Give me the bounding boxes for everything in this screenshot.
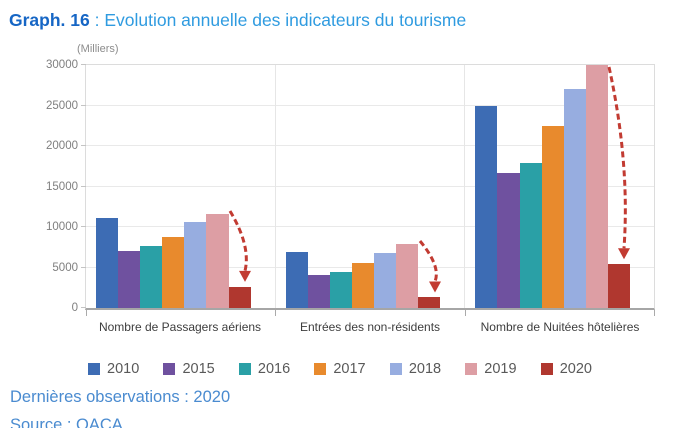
y-axis-tick-label: 30000 (46, 59, 78, 71)
bar-group-1 (276, 65, 466, 308)
legend-item-2015: 2015 (163, 361, 215, 377)
bar-2015 (497, 172, 520, 308)
legend-swatch-2015 (163, 363, 176, 375)
x-axis-tick (275, 310, 277, 316)
y-axis-unit-label: (Milliers) (77, 43, 119, 55)
x-axis-category-labels: Nombre de Passagers aériens Entrées des n… (85, 320, 655, 334)
bar-2010 (475, 105, 498, 308)
x-axis-category-label: Entrées des non-résidents (299, 320, 441, 334)
gridline (86, 226, 654, 228)
plot-area: 0 5000 10000 15000 20000 25000 30000 (46, 59, 655, 316)
bar-2018 (184, 222, 207, 308)
y-axis-tick (81, 64, 86, 65)
bar-groups (86, 65, 654, 308)
bar-2018 (374, 252, 397, 308)
bar-2016 (519, 163, 542, 308)
legend-swatch-2020 (540, 363, 553, 375)
bar-2016 (140, 245, 163, 308)
legend-item-2020: 2020 (540, 361, 592, 377)
decline-arrow-icon (228, 210, 251, 282)
y-axis-tick (81, 104, 86, 106)
legend-swatch-2017 (314, 363, 327, 375)
legend-swatch-2016 (238, 363, 251, 375)
chart-title-number: Graph. 16 (9, 10, 90, 30)
legend-item-2019: 2019 (465, 361, 517, 377)
legend-item-2018: 2018 (389, 361, 442, 377)
decline-arrow-icon (607, 66, 631, 260)
bar-2017 (162, 236, 185, 308)
bar-2016 (329, 272, 352, 308)
legend-year-label: 2020 (559, 361, 592, 377)
bar-2018 (563, 88, 586, 308)
bar-2019 (585, 65, 608, 308)
x-axis-tick (464, 310, 466, 316)
bar-2020 (228, 286, 251, 308)
bar-2019 (206, 214, 229, 308)
chart-title-text: : Evolution annuelle des indicateurs du … (89, 10, 467, 30)
bar-2020 (607, 264, 630, 308)
bar-2019 (396, 244, 419, 308)
y-axis-tick-label: 0 (71, 302, 78, 314)
source-note: Source : OACA (10, 416, 123, 428)
y-axis-tick (81, 266, 86, 268)
y-axis-tick (81, 226, 86, 228)
legend-swatch-2010 (88, 363, 100, 375)
bar-2010 (285, 252, 308, 308)
legend: 2010 2015 2016 2017 2018 2019 2020 (88, 361, 592, 377)
legend-year-label: 2019 (484, 361, 517, 377)
legend-swatch-2019 (465, 363, 478, 375)
legend-year-label: 2017 (333, 361, 366, 377)
x-axis-category-label: Nombre de Passagers aériens (98, 320, 262, 334)
legend-year-label: 2016 (257, 361, 291, 377)
legend-item-2010: 2010 (88, 361, 139, 377)
y-axis-tick-label: 15000 (46, 180, 78, 193)
bar-group-2 (465, 65, 654, 308)
gridline (86, 185, 654, 187)
x-axis-tick (86, 310, 87, 316)
legend-year-label: 2015 (182, 361, 215, 377)
y-axis-tick (81, 145, 86, 147)
legend-year-label: 2018 (408, 361, 442, 377)
x-axis-category-label: Nombre de Nuitées hôtelières (480, 320, 640, 334)
bar-2017 (351, 262, 375, 308)
gridline (86, 104, 654, 106)
x-axis-tick (654, 310, 655, 316)
bar-group-0 (86, 65, 276, 308)
bar-2015 (307, 274, 330, 308)
y-axis-tick-label: 25000 (46, 99, 78, 112)
legend-year-label: 2010 (107, 361, 140, 377)
last-observations-note: Dernières observations : 2020 (10, 388, 231, 406)
legend-item-2017: 2017 (314, 361, 366, 377)
y-axis-tick-label: 20000 (46, 140, 78, 153)
chart-title: Graph. 16 : Evolution annuelle des indic… (9, 10, 466, 31)
bar-2010 (96, 218, 119, 308)
legend-swatch-2018 (389, 363, 402, 375)
legend-item-2016: 2016 (238, 361, 291, 377)
bar-2015 (118, 250, 141, 308)
bar-2020 (418, 297, 441, 308)
gridline (86, 145, 654, 147)
y-axis-tick-label: 10000 (46, 221, 78, 234)
y-axis-tick-label: 5000 (52, 261, 78, 274)
y-axis-tick (81, 185, 86, 187)
decline-arrow-icon (418, 240, 441, 293)
bar-2017 (541, 125, 564, 308)
y-axis-tick (81, 307, 86, 308)
